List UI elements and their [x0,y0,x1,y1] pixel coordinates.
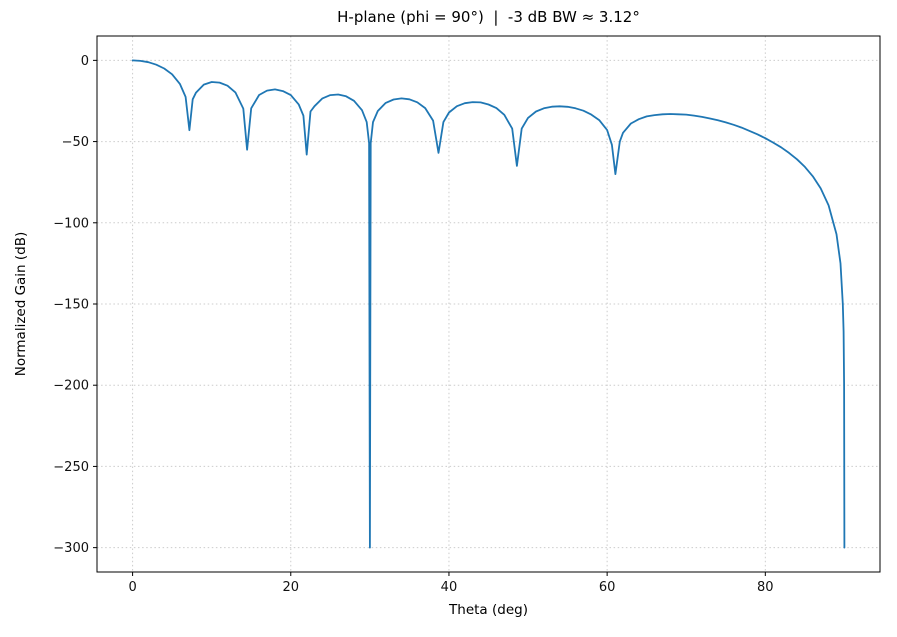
x-tick-label: 20 [282,580,299,595]
x-tick-label: 40 [441,580,458,595]
y-tick-label: −100 [53,216,89,231]
y-tick-label: −200 [53,379,89,394]
x-tick-label: 60 [599,580,616,595]
x-axis-label: Theta (deg) [449,602,528,618]
y-tick-label: 0 [81,54,89,69]
x-tick-label: 80 [757,580,774,595]
y-tick-label: −250 [53,460,89,475]
x-tick-label: 0 [128,580,136,595]
y-tick-label: −50 [62,135,89,150]
chart-title: H-plane (phi = 90°) | -3 dB BW ≈ 3.12° [337,8,640,26]
y-tick-label: −300 [53,541,89,556]
y-tick-label: −150 [53,298,89,313]
gain-curve [131,59,846,549]
